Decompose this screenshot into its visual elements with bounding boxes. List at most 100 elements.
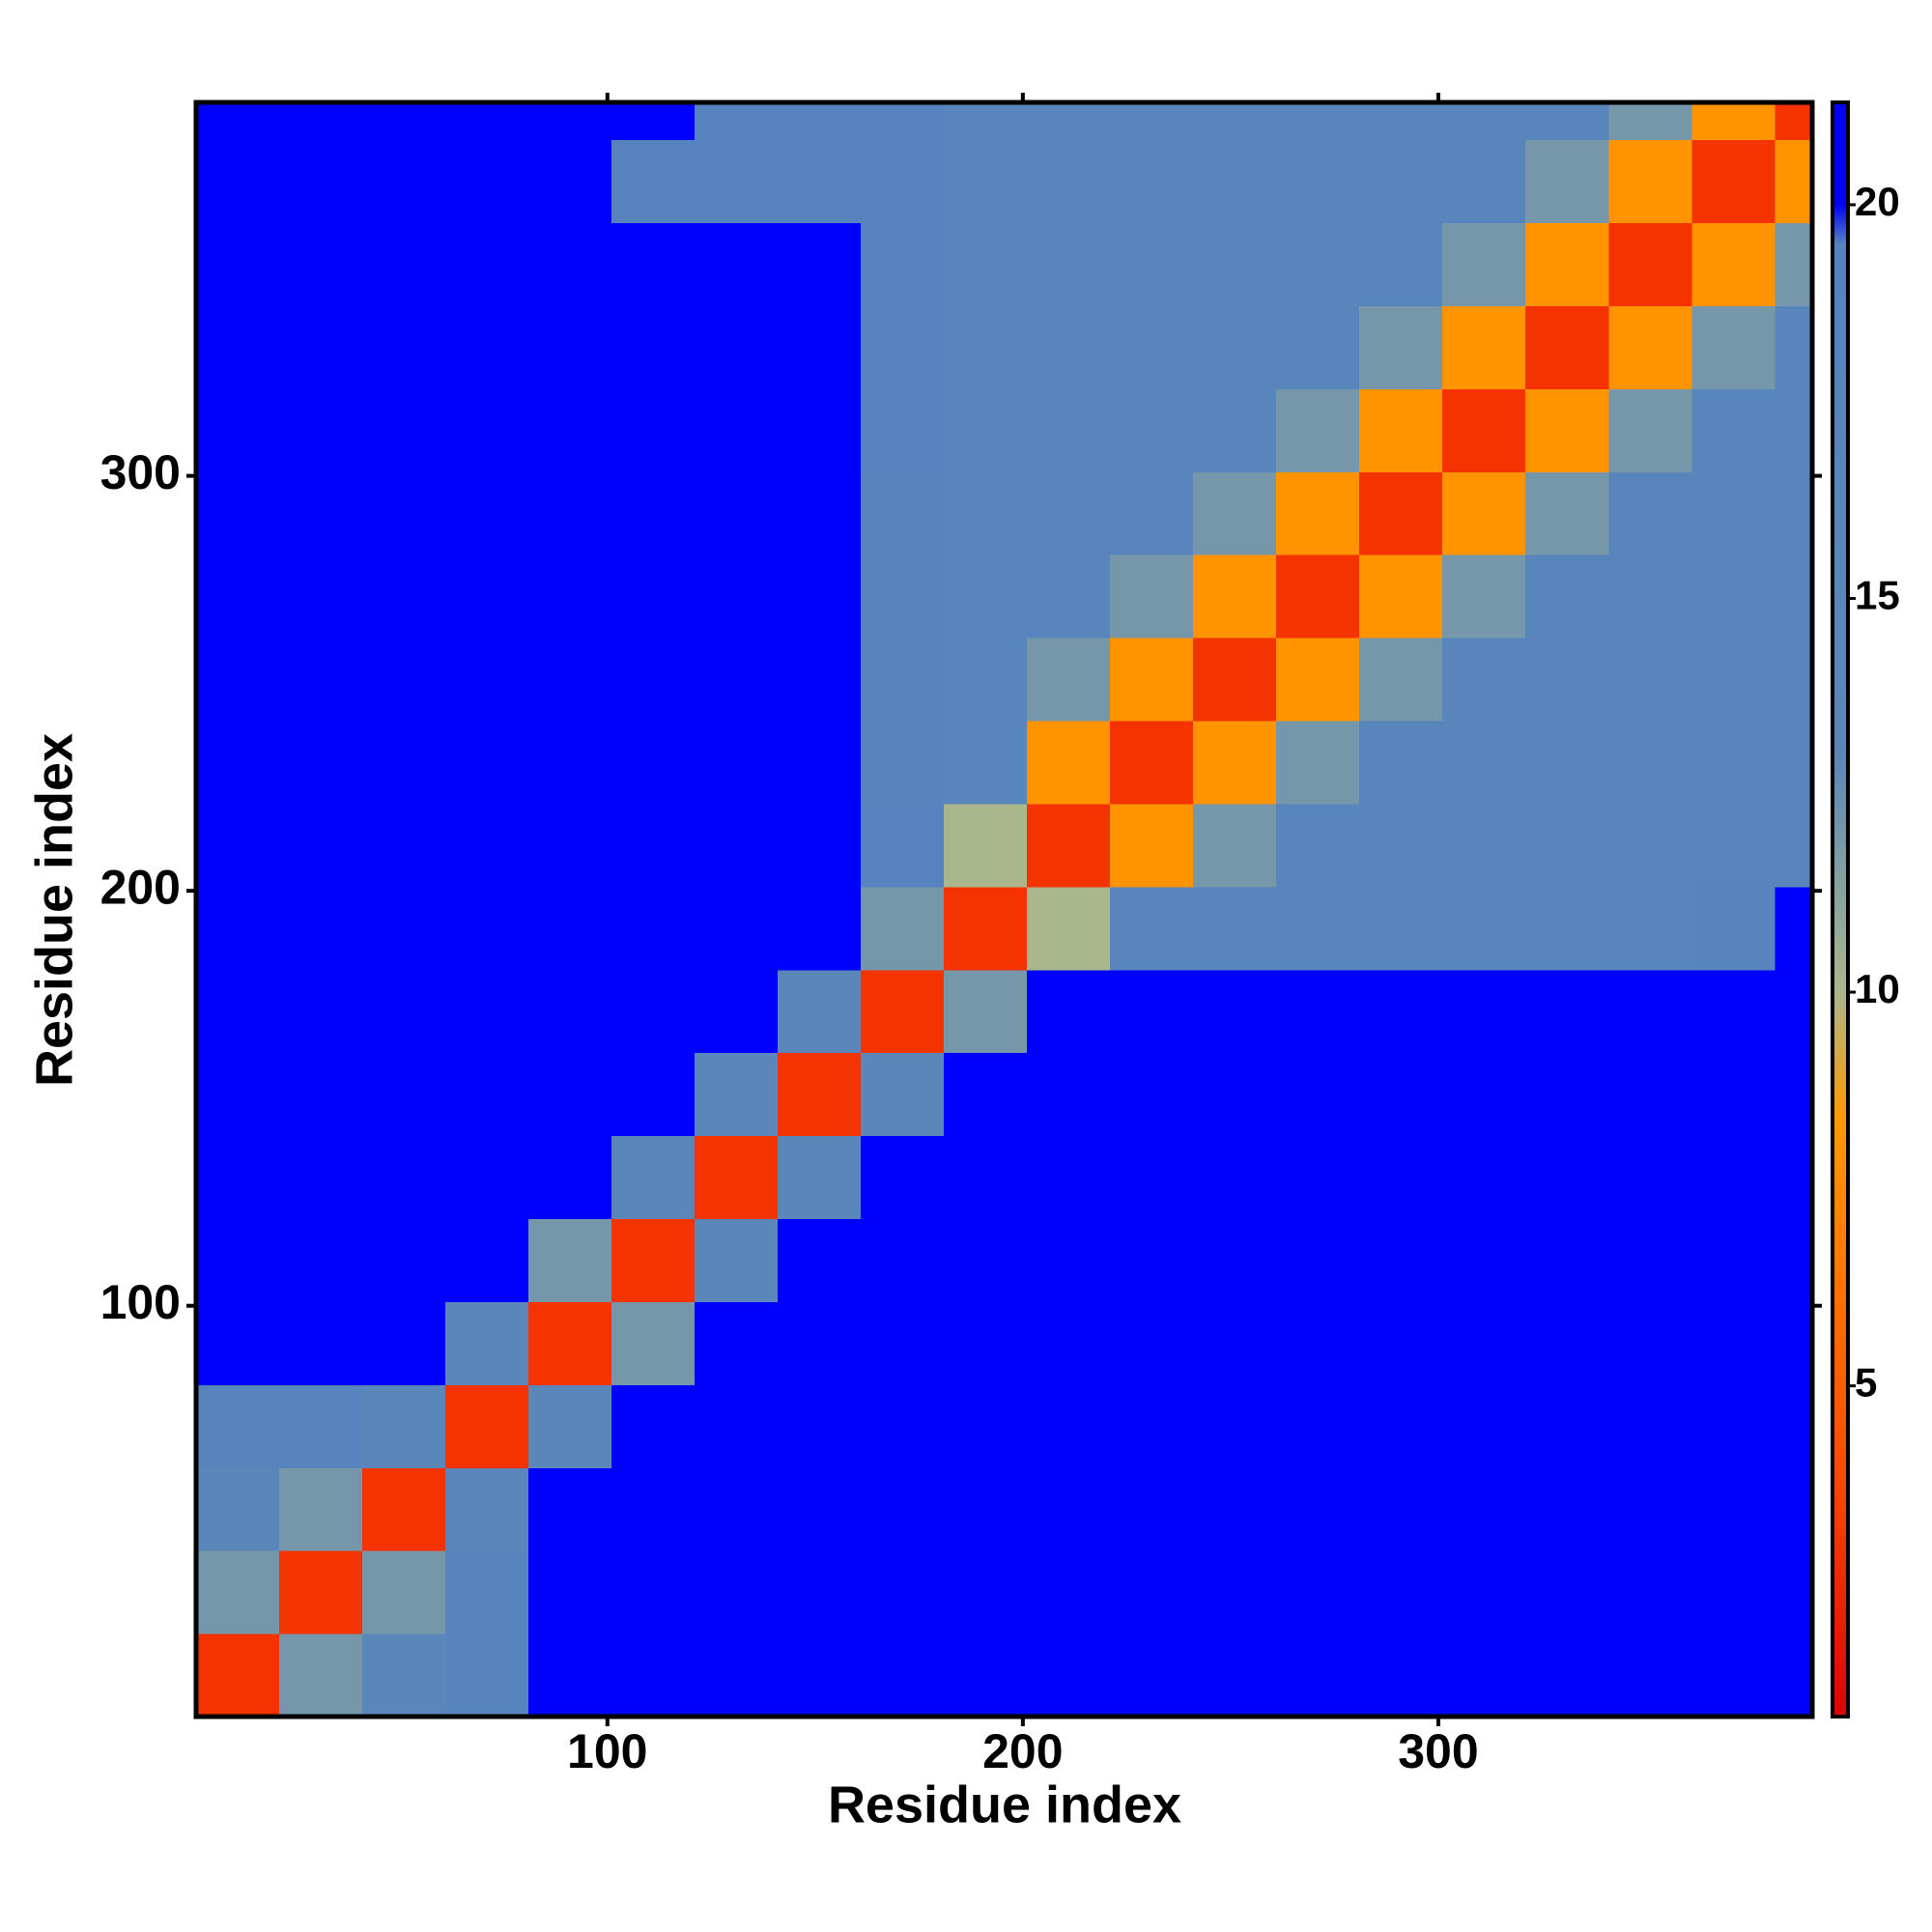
- heatmap-cell: [1110, 222, 1194, 306]
- plot-frame: [193, 99, 1815, 1719]
- heatmap-cell: [279, 471, 363, 555]
- heatmap-cell: [445, 305, 529, 389]
- heatmap-cell: [445, 1467, 529, 1551]
- heatmap-cell: [362, 305, 446, 389]
- heatmap-cell: [1110, 721, 1194, 805]
- heatmap-cell: [1691, 1467, 1776, 1551]
- heatmap-cell: [944, 222, 1028, 306]
- heatmap-cell: [196, 222, 280, 306]
- heatmap-cell: [445, 638, 529, 722]
- heatmap-cell: [695, 638, 779, 722]
- heatmap-cell: [1027, 1634, 1111, 1718]
- heatmap-cell: [1110, 305, 1194, 389]
- heatmap-cell: [1525, 139, 1609, 224]
- heatmap-cell: [1525, 222, 1609, 306]
- heatmap-cell: [778, 1550, 862, 1634]
- heatmap-cell: [1359, 886, 1443, 971]
- heatmap-cell: [445, 1550, 529, 1634]
- heatmap-cell: [778, 1301, 862, 1385]
- heatmap-cell: [1276, 388, 1360, 472]
- heatmap-cell: [1442, 1052, 1526, 1137]
- heatmap-cell: [1359, 969, 1443, 1054]
- heatmap-cell: [1775, 305, 1813, 389]
- heatmap-cell: [1276, 1550, 1360, 1634]
- heatmap-cell: [695, 554, 779, 639]
- heatmap-cell: [1027, 721, 1111, 805]
- heatmap-cell: [861, 1218, 945, 1302]
- heatmap-cell: [695, 1384, 779, 1468]
- heatmap-cell: [1276, 638, 1360, 722]
- heatmap-cell: [1525, 886, 1609, 971]
- heatmap-cell: [1359, 1052, 1443, 1137]
- heatmap-cell: [362, 1218, 446, 1302]
- heatmap-cell: [778, 554, 862, 639]
- heatmap-cell: [1276, 803, 1360, 888]
- heatmap-cell: [362, 721, 446, 805]
- heatmap-cell: [1775, 388, 1813, 472]
- heatmap-cell: [1691, 1052, 1776, 1137]
- heatmap-cell: [944, 803, 1028, 888]
- heatmap-cell: [1775, 102, 1813, 141]
- heatmap-cell: [362, 1467, 446, 1551]
- heatmap-cell: [1359, 554, 1443, 639]
- heatmap-cell: [196, 1135, 280, 1220]
- heatmap-cell: [861, 1467, 945, 1551]
- heatmap-cell: [1608, 1467, 1692, 1551]
- heatmap-cell: [611, 554, 696, 639]
- heatmap-cell: [611, 1135, 696, 1220]
- heatmap-cell: [1442, 1634, 1526, 1718]
- heatmap-cell: [861, 803, 945, 888]
- heatmap-cell: [1691, 1550, 1776, 1634]
- heatmap-cell: [1691, 803, 1776, 888]
- heatmap-cell: [1359, 471, 1443, 555]
- heatmap-cell: [1442, 638, 1526, 722]
- heatmap-cell: [1027, 1218, 1111, 1302]
- heatmap-cell: [1110, 1052, 1194, 1137]
- heatmap-cell: [445, 388, 529, 472]
- heatmap-cell: [1608, 803, 1692, 888]
- heatmap-cell: [1442, 471, 1526, 555]
- heatmap-cell: [1027, 969, 1111, 1054]
- heatmap-cell: [1027, 1135, 1111, 1220]
- heatmap-cell: [1775, 721, 1813, 805]
- heatmap-cell: [944, 1384, 1028, 1468]
- heatmap-cell: [1442, 721, 1526, 805]
- heatmap-cell: [1775, 139, 1813, 224]
- heatmap-cell: [1608, 1052, 1692, 1137]
- heatmap-cell: [1276, 1301, 1360, 1385]
- heatmap-cell: [1193, 969, 1277, 1054]
- heatmap-cell: [861, 554, 945, 639]
- heatmap-cell: [196, 102, 280, 141]
- heatmap-cell: [861, 1384, 945, 1468]
- heatmap-cell: [528, 886, 612, 971]
- heatmap-cell: [445, 1301, 529, 1385]
- heatmap-cell: [778, 305, 862, 389]
- heatmap-cell: [611, 388, 696, 472]
- heatmap-cell: [1608, 1218, 1692, 1302]
- heatmap-cell: [279, 388, 363, 472]
- heatmap-cell: [1442, 554, 1526, 639]
- heatmap-cell: [1276, 1634, 1360, 1718]
- heatmap-cell: [1110, 471, 1194, 555]
- heatmap-cell: [1442, 1218, 1526, 1302]
- heatmap-cell: [695, 388, 779, 472]
- heatmap-cell: [1110, 803, 1194, 888]
- heatmap-cell: [778, 721, 862, 805]
- heatmap-cell: [695, 803, 779, 888]
- heatmap-cell: [861, 1052, 945, 1137]
- heatmap-cell: [944, 1218, 1028, 1302]
- heatmap-cell: [196, 1634, 280, 1718]
- heatmap-cell: [1442, 388, 1526, 472]
- heatmap-cell: [1691, 102, 1776, 141]
- heatmap-cells: [196, 102, 1813, 1718]
- heatmap-cell: [445, 1218, 529, 1302]
- heatmap-cell: [1359, 1467, 1443, 1551]
- heatmap-cell: [1027, 803, 1111, 888]
- heatmap-cell: [1110, 1634, 1194, 1718]
- heatmap-cell: [445, 1634, 529, 1718]
- heatmap-cell: [695, 139, 779, 224]
- heatmap-cell: [1775, 969, 1813, 1054]
- heatmap-cell: [861, 638, 945, 722]
- heatmap-cell: [944, 102, 1028, 141]
- heatmap-cell: [1027, 305, 1111, 389]
